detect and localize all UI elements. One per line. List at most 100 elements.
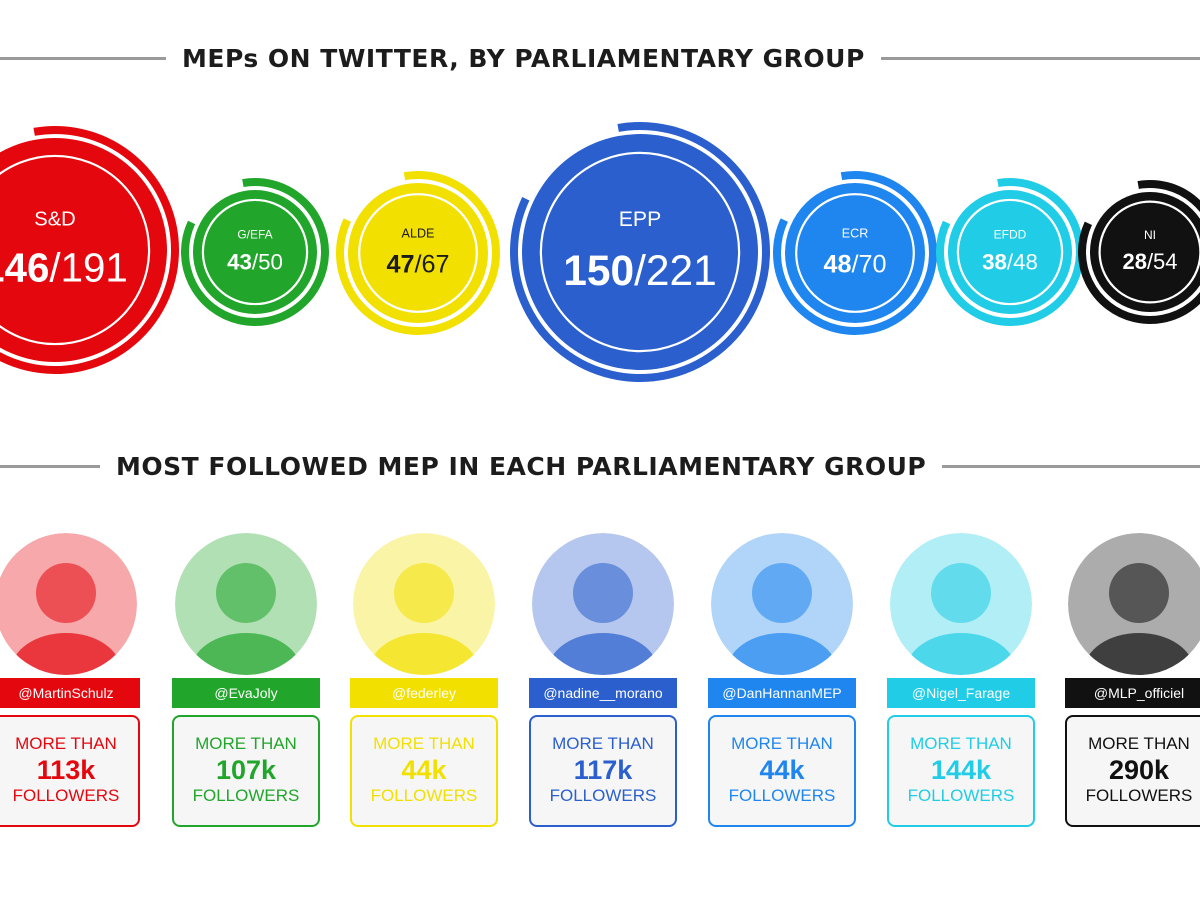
bubble-value: 48/70 [823, 251, 886, 279]
follower-count: 144k [930, 755, 992, 785]
bubble-on-twitter: 43 [227, 249, 252, 274]
bubble-efdd: EFDD 38/48 [936, 178, 1084, 326]
bubble-ecr: ECR 48/70 [773, 171, 937, 335]
followers-label: FOLLOWERS [907, 786, 1015, 805]
twitter-handle[interactable]: @nadine__morano [529, 678, 677, 708]
follower-count: 290k [1108, 755, 1170, 785]
bubble-arc [773, 171, 937, 335]
bubble-inner-ring [795, 193, 915, 313]
follower-box: MORE THAN 107k FOLLOWERS [172, 715, 320, 827]
bubble-value: 28/54 [1122, 249, 1177, 274]
bubble-total: /221 [634, 248, 717, 295]
bubble-group-label: EPP [619, 207, 662, 231]
section-title: MOST FOLLOWED MEP IN EACH PARLIAMENTARY … [0, 452, 1200, 481]
bubble-arc [181, 178, 329, 326]
followers-label: FOLLOWERS [12, 786, 120, 805]
portrait-image [353, 533, 495, 675]
follower-count: 107k [215, 755, 277, 785]
bubble-value: 150/221 [563, 248, 717, 295]
follower-count: 113k [36, 755, 96, 785]
bubble-on-twitter: 146 [0, 244, 49, 290]
title-rule-right [942, 465, 1200, 468]
bubble-total: /191 [49, 244, 127, 290]
bubble-arc [936, 178, 1084, 326]
portrait-image [890, 533, 1032, 675]
bubble-group-label: EFDD [994, 227, 1027, 241]
avatar [532, 533, 674, 675]
chart-title: MEPs ON TWITTER, BY PARLIAMENTARY GROUP [0, 44, 1200, 73]
bubble-on-twitter: 48 [823, 251, 851, 279]
portrait-image [532, 533, 674, 675]
bubble-inner-ring [358, 193, 478, 313]
bubble-inner-ring [539, 151, 741, 353]
bubble-total: /67 [415, 251, 450, 279]
follower-count: 117k [573, 755, 633, 785]
more-than-label: MORE THAN [15, 734, 117, 753]
followers-label: FOLLOWERS [549, 786, 657, 805]
more-than-label: MORE THAN [731, 734, 833, 753]
follower-box: MORE THAN 290k FOLLOWERS [1065, 715, 1200, 827]
followers-label: FOLLOWERS [728, 786, 836, 805]
bubble-fill [948, 190, 1072, 314]
bubble-sd: S&D 146/191 [0, 126, 179, 374]
bubble-fill [193, 190, 317, 314]
twitter-handle[interactable]: @EvaJoly [172, 678, 320, 708]
twitter-handle[interactable]: @federley [350, 678, 498, 708]
portrait-image [0, 533, 137, 675]
bubble-alde: ALDE 47/67 [336, 171, 500, 335]
follower-box: MORE THAN 117k FOLLOWERS [529, 715, 677, 827]
bubble-inner-ring [1098, 200, 1200, 304]
avatar [353, 533, 495, 675]
follower-count: 44k [401, 755, 447, 785]
bubble-group-label: ALDE [402, 227, 435, 241]
avatar [175, 533, 317, 675]
bubble-value: 47/67 [386, 251, 449, 279]
bubble-group-label: G/EFA [237, 227, 272, 241]
bubble-arc [1078, 180, 1200, 324]
followers-label: FOLLOWERS [192, 786, 300, 805]
twitter-handle[interactable]: @Nigel_Farage [887, 678, 1035, 708]
portrait-image [175, 533, 317, 675]
bubble-epp: EPP 150/221 [510, 122, 770, 382]
bubble-inner-ring [0, 154, 151, 346]
bubble-arc [510, 122, 770, 382]
bubble-on-twitter: 28 [1122, 249, 1146, 274]
bubble-ni: NI 28/54 [1078, 180, 1200, 324]
twitter-handle[interactable]: @MLP_officiel [1065, 678, 1200, 708]
follower-count: 44k [759, 755, 805, 785]
twitter-handle[interactable]: @DanHannanMEP [708, 678, 856, 708]
bubble-on-twitter: 38 [982, 249, 1007, 274]
bubble-value: 43/50 [227, 249, 283, 274]
bubble-chart: S&D146/191G/EFA43/50ALDE47/67EPP150/221E… [0, 122, 1200, 382]
more-than-label: MORE THAN [1088, 734, 1190, 753]
bubble-fill [348, 183, 488, 323]
bubble-group-label: S&D [34, 208, 75, 230]
bubble-on-twitter: 47 [386, 251, 414, 279]
more-than-label: MORE THAN [552, 734, 654, 753]
bubble-on-twitter: 150 [563, 248, 634, 295]
bubble-inner-ring [201, 198, 309, 306]
portrait-image [1068, 533, 1200, 675]
bubble-group-label: NI [1144, 228, 1156, 242]
twitter-handle[interactable]: @MartinSchulz [0, 678, 140, 708]
bubble-fill [1090, 192, 1200, 312]
followers-label: FOLLOWERS [1085, 786, 1193, 805]
bubble-fill [522, 134, 758, 370]
bubble-value: 146/191 [0, 244, 128, 290]
bubble-fill [0, 138, 167, 362]
section-title-text: MOST FOLLOWED MEP IN EACH PARLIAMENTARY … [116, 452, 927, 481]
avatar [1068, 533, 1200, 675]
avatar [0, 533, 137, 675]
bubble-value: 38/48 [982, 249, 1038, 274]
chart-title-text: MEPs ON TWITTER, BY PARLIAMENTARY GROUP [182, 44, 865, 73]
avatar [890, 533, 1032, 675]
title-rule-left [0, 57, 166, 60]
bubble-group-label: ECR [842, 227, 869, 241]
bubble-total: /54 [1147, 249, 1178, 274]
avatar [711, 533, 853, 675]
bubble-gefa: G/EFA 43/50 [181, 178, 329, 326]
title-rule-right [880, 57, 1200, 60]
bubble-fill [785, 183, 925, 323]
more-than-label: MORE THAN [195, 734, 297, 753]
more-than-label: MORE THAN [910, 734, 1012, 753]
